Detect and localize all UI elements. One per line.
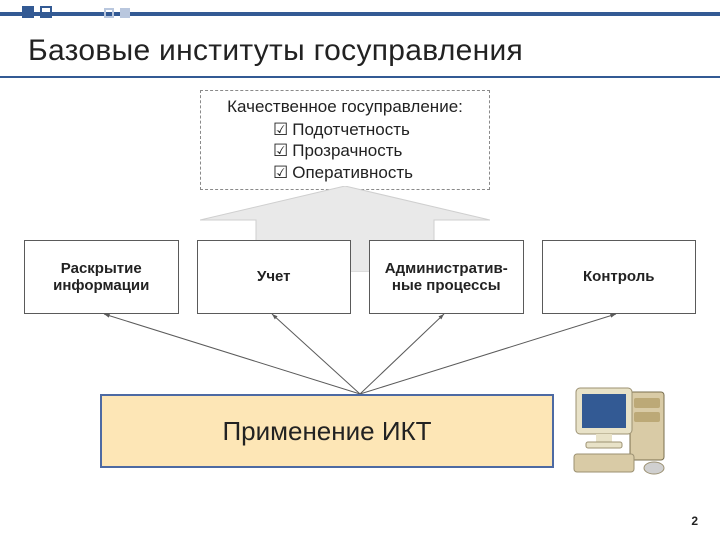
pillar-box: Раскрытие информации <box>24 240 179 314</box>
check-icon: ☑ <box>273 162 288 183</box>
page-number: 2 <box>691 514 698 528</box>
connector-lines <box>0 314 720 394</box>
quality-governance-box: Качественное госуправление: ☑Подотчетнос… <box>200 90 490 190</box>
decoration-square <box>22 6 34 18</box>
ikt-application-box: Применение ИКТ <box>100 394 554 468</box>
decoration-square <box>104 8 114 18</box>
pillar-box: Контроль <box>542 240 697 314</box>
ikt-label: Применение ИКТ <box>222 416 431 447</box>
pillar-box: Административ-ные процессы <box>369 240 524 314</box>
decoration-square <box>40 6 52 18</box>
pillar-label: Учет <box>257 268 291 285</box>
pillar-label: Контроль <box>583 268 654 285</box>
pillar-label: Раскрытие информации <box>31 260 172 295</box>
slide-decoration <box>0 0 720 38</box>
check-icon: ☑ <box>273 119 288 140</box>
quality-item-label: Подотчетность <box>292 120 410 139</box>
check-icon: ☑ <box>273 140 288 161</box>
pillar-label: Административ-ные процессы <box>385 260 508 295</box>
quality-item: ☑Подотчетность <box>211 119 479 140</box>
title-underline <box>0 76 720 78</box>
quality-item-label: Оперативность <box>292 163 413 182</box>
pillars-row: Раскрытие информации Учет Административ-… <box>24 240 696 314</box>
quality-item: ☑Оперативность <box>211 162 479 183</box>
page-title: Базовые институты госуправления <box>28 34 523 68</box>
pillar-box: Учет <box>197 240 352 314</box>
quality-item: ☑Прозрачность <box>211 140 479 161</box>
quality-item-label: Прозрачность <box>292 141 402 160</box>
decoration-square <box>120 8 130 18</box>
quality-heading: Качественное госуправление: <box>211 97 479 117</box>
computer-icon <box>572 384 676 476</box>
